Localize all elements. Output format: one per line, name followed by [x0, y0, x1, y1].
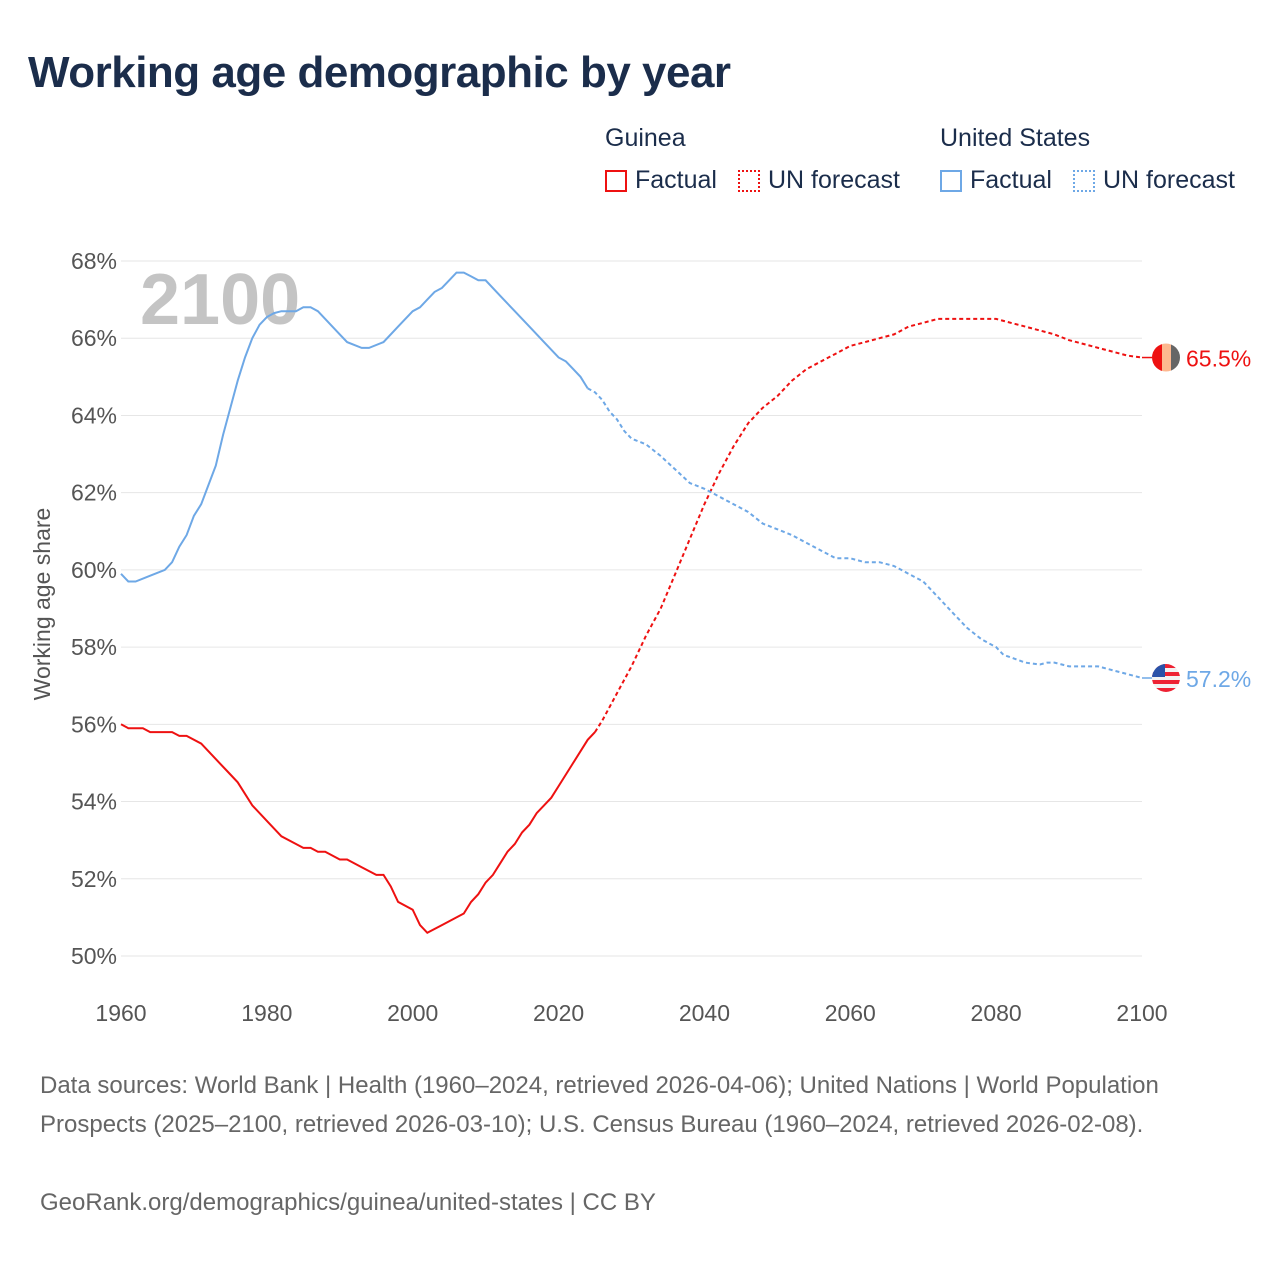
series-line-us-factual: [120, 271, 589, 583]
series-line-guinea-forecast: [594, 317, 1143, 733]
y-tick-label: 64%: [71, 402, 117, 428]
guinea-flag-icon: [1152, 343, 1180, 372]
y-tick-label: 56%: [71, 711, 117, 737]
series-line-guinea-factual: [120, 723, 596, 935]
end-value-label: 57.2%: [1186, 666, 1251, 692]
chart-title: Working age demographic by year: [28, 48, 731, 97]
x-tick-label: 2040: [679, 1000, 730, 1026]
legend-label: UN forecast: [1103, 166, 1235, 194]
data-sources: Data sources: World Bank | Health (1960–…: [40, 1072, 1159, 1138]
solid-swatch-icon: [605, 169, 627, 192]
year-watermark: 2100: [140, 260, 300, 340]
y-tick-label: 52%: [71, 866, 117, 892]
y-tick-label: 62%: [71, 480, 117, 506]
x-tick-label: 2100: [1116, 1000, 1167, 1026]
legend-guinea-heading: Guinea: [605, 124, 686, 152]
legend-us-forecast[interactable]: UN forecast: [1073, 166, 1235, 195]
y-axis-label: Working age share: [29, 508, 55, 701]
solid-swatch-icon: [940, 169, 962, 192]
dotted-swatch-icon: [738, 169, 760, 192]
legend-guinea-factual[interactable]: Factual: [605, 166, 717, 195]
dotted-swatch-icon: [1073, 169, 1095, 192]
legend-us-heading: United States: [940, 124, 1091, 152]
x-tick-label: 2000: [387, 1000, 438, 1026]
y-tick-label: 68%: [71, 248, 117, 274]
x-tick-label: 2080: [971, 1000, 1022, 1026]
y-tick-label: 58%: [71, 634, 117, 660]
source-link[interactable]: GeoRank.org/demographics/guinea/united-s…: [40, 1189, 656, 1216]
y-tick-label: 66%: [71, 325, 117, 351]
us-flag-icon: [1152, 664, 1180, 692]
y-tick-label: 50%: [71, 943, 117, 969]
y-tick-label: 54%: [71, 789, 117, 815]
legend-label: Factual: [635, 166, 717, 194]
x-tick-label: 1980: [241, 1000, 292, 1026]
x-tick-label: 1960: [95, 1000, 146, 1026]
legend-guinea-forecast[interactable]: UN forecast: [738, 166, 900, 195]
end-value-label: 65.5%: [1186, 346, 1251, 372]
legend-label: Factual: [970, 166, 1052, 194]
y-tick-label: 60%: [71, 557, 117, 583]
series-line-us-forecast: [587, 387, 1143, 679]
x-tick-label: 2020: [533, 1000, 584, 1026]
legend-label: UN forecast: [768, 166, 900, 194]
line-chart: 50% 52% 54% 56% 58% 60% 62% 64% 66% 68% 1960 1980 20…: [29, 248, 1251, 1026]
x-tick-label: 2060: [825, 1000, 876, 1026]
legend-us-factual[interactable]: Factual: [940, 166, 1052, 195]
